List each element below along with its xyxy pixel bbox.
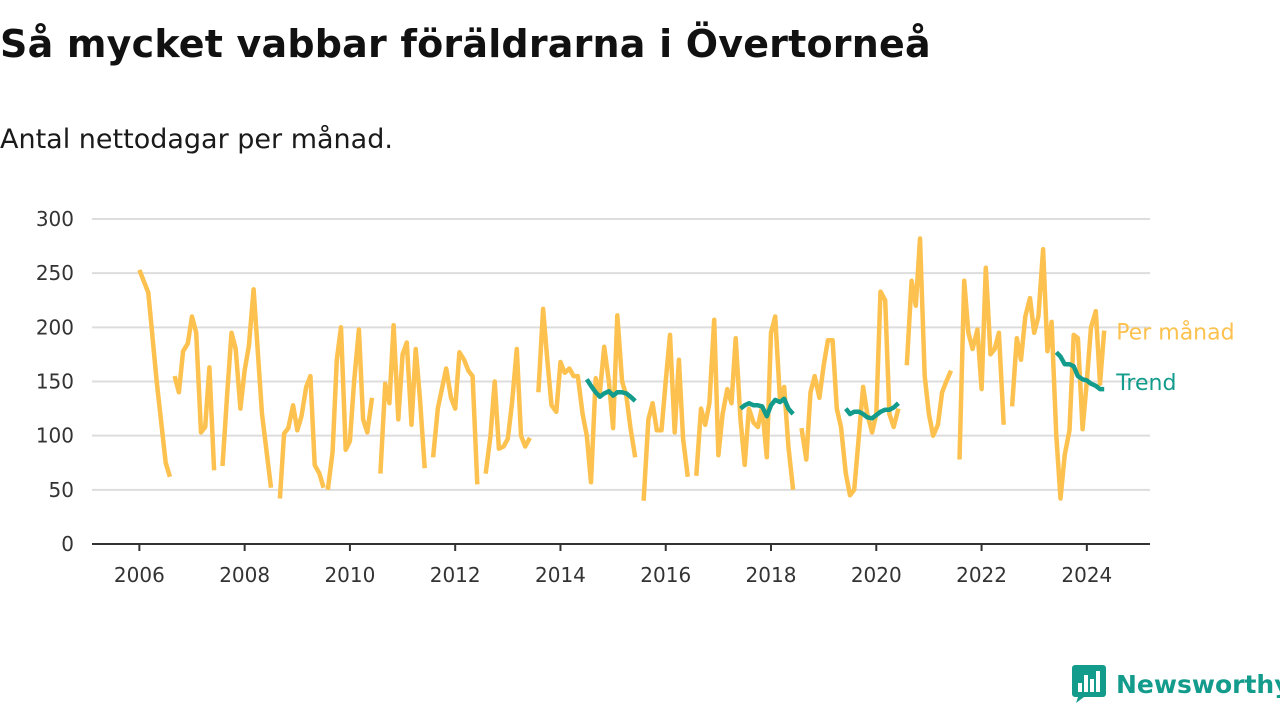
per-month-line-segment	[957, 265, 1006, 460]
trend-line-segment	[584, 378, 637, 403]
per-month-line-segment	[137, 269, 173, 478]
trend-line-segment	[1054, 350, 1105, 392]
brand-name: Newsworthy	[1116, 669, 1280, 699]
trend-series-label: Trend	[1115, 371, 1176, 396]
x-tick-label: 2022	[956, 563, 1007, 587]
x-tick-label: 2010	[324, 563, 375, 587]
y-tick-label: 150	[36, 370, 74, 394]
y-tick-label: 100	[36, 424, 74, 448]
x-tick-label: 2014	[535, 563, 586, 587]
x-tick-label: 2012	[430, 563, 481, 587]
per-month-line-segment	[483, 346, 532, 474]
x-tick-label: 2008	[219, 563, 270, 587]
per-month-line-segment	[378, 322, 427, 474]
y-tick-label: 50	[49, 478, 74, 502]
newsworthy-logo: Newsworthy	[1072, 664, 1280, 704]
y-tick-label: 250	[36, 261, 74, 285]
axes: 0 50 100 150 200 250 300 2006 2008 2010 2012 2014 20…	[36, 207, 1150, 587]
series-labels: Per månad Trend	[1115, 320, 1234, 397]
per-month-line-segment	[325, 325, 375, 491]
chart-subtitle: Antal nettodagar per månad.	[0, 124, 393, 155]
per-month-line-segment	[536, 306, 638, 485]
chart-title: Så mycket vabbar föräldrarna i Övertorne…	[0, 22, 931, 66]
per-month-line-segment	[220, 287, 274, 488]
per-month-series-label: Per månad	[1116, 320, 1234, 346]
x-tick-label: 2020	[851, 563, 902, 587]
x-tick-label: 2018	[746, 563, 797, 587]
series-lines	[137, 236, 1107, 501]
per-month-line-segment	[641, 332, 691, 501]
x-tick-label: 2024	[1061, 563, 1112, 587]
per-month-line-segment	[799, 289, 901, 498]
per-month-line-segment	[277, 373, 326, 499]
x-tick-label: 2016	[640, 563, 691, 587]
y-tick-label: 300	[36, 207, 74, 231]
y-tick-label: 200	[36, 315, 74, 339]
per-month-line-segment	[172, 314, 217, 471]
chart-bubble-icon	[1072, 665, 1106, 703]
y-tick-label: 0	[61, 532, 74, 556]
per-month-line-segment	[430, 350, 480, 485]
per-month-line-segment	[1009, 247, 1107, 501]
trend-line-segment	[844, 401, 900, 421]
x-tick-label: 2006	[114, 563, 165, 587]
per-month-line-segment	[904, 236, 954, 438]
per-month-line-segment	[694, 314, 796, 491]
trend-line-segment	[739, 396, 795, 419]
